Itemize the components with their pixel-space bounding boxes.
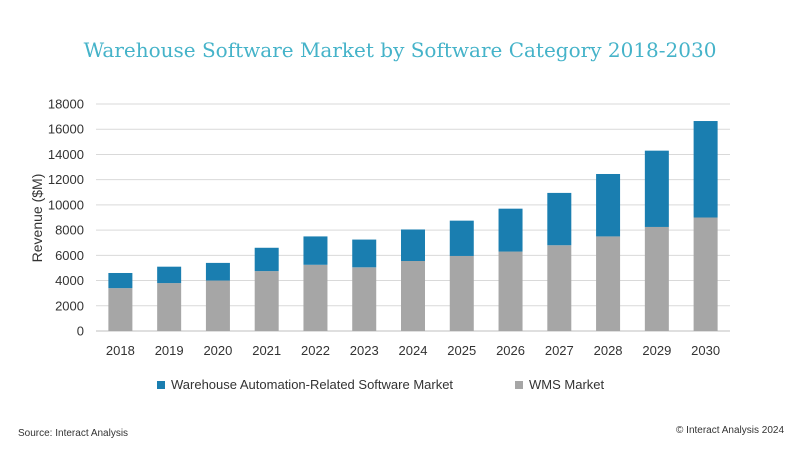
x-tick-label: 2018 bbox=[106, 343, 135, 358]
bar-wms bbox=[547, 245, 572, 331]
bar-automation bbox=[596, 173, 621, 237]
bar-wms bbox=[449, 255, 474, 331]
x-tick-label: 2025 bbox=[447, 343, 476, 358]
bar-automation bbox=[547, 192, 572, 246]
bar-automation bbox=[303, 236, 328, 265]
bar-wms bbox=[254, 271, 279, 331]
y-tick-label: 16000 bbox=[48, 122, 84, 137]
x-tick-label: 2026 bbox=[496, 343, 525, 358]
y-tick-label: 12000 bbox=[48, 172, 84, 187]
bar-automation bbox=[693, 121, 718, 218]
bar-automation bbox=[157, 266, 182, 284]
x-tick-label: 2022 bbox=[301, 343, 330, 358]
chart-title: Warehouse Software Market by Software Ca… bbox=[83, 38, 717, 62]
x-tick-label: 2028 bbox=[594, 343, 623, 358]
x-tick-label: 2021 bbox=[252, 343, 281, 358]
legend-item-automation: Warehouse Automation-Related Software Ma… bbox=[157, 377, 453, 392]
y-axis-label: Revenue ($M) bbox=[29, 174, 45, 263]
y-tick-label: 4000 bbox=[55, 273, 84, 288]
y-tick-label: 8000 bbox=[55, 223, 84, 238]
y-tick-label: 0 bbox=[77, 324, 84, 339]
bars bbox=[108, 121, 718, 331]
bar-automation bbox=[401, 229, 425, 262]
x-tick-label: 2024 bbox=[399, 343, 428, 358]
bar-wms bbox=[401, 261, 425, 331]
legend: Warehouse Automation-Related Software Ma… bbox=[0, 377, 800, 397]
y-tick-label: 2000 bbox=[55, 298, 84, 313]
x-axis-ticks: 2018 2019 2020 2021 2022 2023 2024 2025 2026 2027… bbox=[106, 343, 720, 358]
y-axis-ticks: 0 2000 4000 6000 8000 10000 12000 14000 16000 180… bbox=[48, 97, 84, 339]
bar-wms bbox=[157, 283, 182, 331]
legend-swatch-wms bbox=[515, 380, 523, 389]
x-tick-label: 2019 bbox=[155, 343, 184, 358]
legend-item-wms: WMS Market bbox=[515, 377, 604, 392]
bar-automation bbox=[205, 262, 230, 281]
bar-wms bbox=[303, 264, 328, 331]
bar-wms bbox=[498, 251, 523, 331]
x-tick-label: 2023 bbox=[350, 343, 379, 358]
x-tick-label: 2029 bbox=[642, 343, 671, 358]
y-tick-label: 6000 bbox=[55, 248, 84, 263]
copyright-note: © Interact Analysis 2024 bbox=[676, 425, 784, 436]
bar-wms bbox=[596, 236, 621, 331]
bar-automation bbox=[254, 247, 279, 272]
legend-swatch-automation bbox=[157, 380, 165, 389]
bar-automation bbox=[449, 220, 474, 256]
bar-automation bbox=[352, 239, 377, 268]
bar-wms bbox=[205, 280, 230, 331]
x-tick-label: 2027 bbox=[545, 343, 574, 358]
legend-label-wms: WMS Market bbox=[529, 377, 605, 392]
bar-automation bbox=[644, 150, 669, 227]
bar-automation bbox=[108, 272, 133, 289]
bar-wms bbox=[644, 226, 669, 331]
y-tick-label: 18000 bbox=[48, 97, 84, 112]
bar-automation bbox=[498, 208, 523, 252]
bar-wms bbox=[352, 267, 377, 331]
source-note: Source: Interact Analysis bbox=[18, 428, 129, 439]
x-tick-label: 2030 bbox=[691, 343, 720, 358]
bar-wms bbox=[108, 288, 133, 331]
bar-wms bbox=[693, 217, 718, 331]
y-tick-label: 10000 bbox=[48, 197, 84, 212]
y-tick-label: 14000 bbox=[48, 147, 84, 162]
legend-label-automation: Warehouse Automation-Related Software Ma… bbox=[171, 377, 454, 392]
x-tick-label: 2020 bbox=[203, 343, 232, 358]
